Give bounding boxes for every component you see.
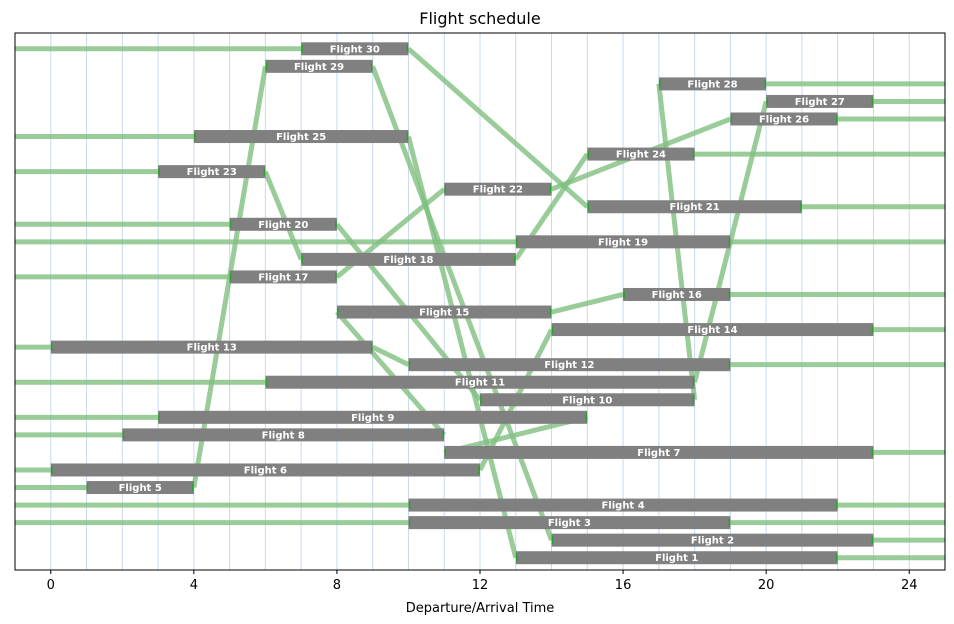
connection-line bbox=[263, 170, 304, 261]
flight-label: Flight 26 bbox=[759, 114, 809, 125]
flight-label: Flight 27 bbox=[795, 97, 845, 108]
flight-label: Flight 11 bbox=[455, 378, 505, 389]
flight-label: Flight 13 bbox=[187, 343, 237, 354]
flight-bar bbox=[265, 375, 695, 389]
x-tick-label: 0 bbox=[47, 578, 55, 593]
connection-line bbox=[406, 46, 589, 209]
flight-bar bbox=[301, 42, 409, 56]
connection-line bbox=[550, 292, 624, 315]
flight-bar bbox=[730, 112, 838, 126]
flight-bar bbox=[336, 305, 552, 319]
flight-label: Flight 2 bbox=[691, 536, 734, 547]
flight-label: Flight 7 bbox=[637, 448, 680, 459]
flight-bar bbox=[229, 270, 337, 284]
flight-label: Flight 5 bbox=[119, 483, 162, 494]
flight-label: Flight 28 bbox=[687, 79, 737, 90]
connection-line bbox=[371, 344, 410, 367]
flight-bar bbox=[158, 410, 588, 424]
connection-lines bbox=[15, 46, 945, 561]
flight-bar bbox=[587, 200, 802, 214]
flight-label: Flight 15 bbox=[419, 308, 469, 319]
flight-label: Flight 29 bbox=[294, 62, 344, 73]
flight-bars bbox=[50, 42, 874, 565]
flight-bar bbox=[515, 235, 731, 249]
flight-bar bbox=[408, 358, 731, 372]
flight-label: Flight 4 bbox=[601, 501, 644, 512]
flight-label: Flight 22 bbox=[473, 185, 523, 196]
grid-lines bbox=[50, 33, 910, 570]
flight-bar bbox=[301, 252, 516, 266]
flight-bar bbox=[587, 147, 695, 161]
flight-bar bbox=[551, 323, 874, 337]
flight-label: Flight 14 bbox=[687, 325, 737, 336]
flight-bar bbox=[623, 287, 731, 301]
flight-label: Flight 6 bbox=[244, 465, 287, 476]
x-tick-label: 24 bbox=[901, 578, 918, 593]
flight-bar bbox=[50, 463, 481, 477]
flight-bar bbox=[50, 340, 373, 354]
flight-label: Flight 12 bbox=[544, 360, 594, 371]
flight-bar bbox=[193, 130, 409, 144]
flight-bar bbox=[229, 217, 337, 231]
flight-bar bbox=[86, 481, 194, 495]
flight-labels: Flight 1 Flight 2 Flight 3 Flight 4 Flight 5… bbox=[119, 44, 845, 564]
x-axis-label: Departure/Arrival Time bbox=[406, 601, 555, 616]
x-tick-label: 4 bbox=[190, 578, 198, 593]
x-tick-label: 12 bbox=[472, 578, 489, 593]
x-axis: 0 4 8 12 16 20 24 bbox=[47, 570, 918, 593]
flight-bar bbox=[766, 94, 874, 108]
flight-label: Flight 1 bbox=[655, 553, 698, 564]
flight-bar bbox=[408, 516, 731, 530]
chart-title: Flight schedule bbox=[419, 9, 540, 28]
flight-label: Flight 30 bbox=[330, 44, 380, 55]
flight-label: Flight 18 bbox=[383, 255, 433, 266]
flight-bar bbox=[122, 428, 445, 442]
flight-label: Flight 3 bbox=[548, 518, 591, 529]
flight-bar bbox=[551, 533, 874, 547]
flight-bar bbox=[515, 551, 838, 565]
flight-label: Flight 17 bbox=[258, 272, 308, 283]
flight-label: Flight 21 bbox=[670, 202, 720, 213]
connection-line bbox=[370, 65, 554, 542]
flight-bar bbox=[444, 445, 874, 459]
flight-bar bbox=[480, 393, 695, 407]
flight-label: Flight 20 bbox=[258, 220, 308, 231]
flight-bar bbox=[158, 165, 266, 179]
flight-label: Flight 10 bbox=[562, 395, 612, 406]
flight-bar bbox=[265, 59, 373, 73]
connection-line bbox=[406, 135, 519, 559]
x-tick-label: 16 bbox=[615, 578, 632, 593]
flight-label: Flight 23 bbox=[187, 167, 237, 178]
flight-bar bbox=[408, 498, 838, 512]
flight-label: Flight 25 bbox=[276, 132, 326, 143]
flight-label: Flight 8 bbox=[262, 430, 305, 441]
flight-label: Flight 24 bbox=[616, 150, 666, 161]
flight-label: Flight 16 bbox=[652, 290, 702, 301]
flight-bar bbox=[658, 77, 767, 91]
x-tick-label: 8 bbox=[333, 578, 341, 593]
flight-label: Flight 19 bbox=[598, 237, 648, 248]
flight-label: Flight 9 bbox=[351, 413, 394, 424]
x-tick-label: 20 bbox=[758, 578, 775, 593]
flight-bar bbox=[444, 182, 552, 196]
